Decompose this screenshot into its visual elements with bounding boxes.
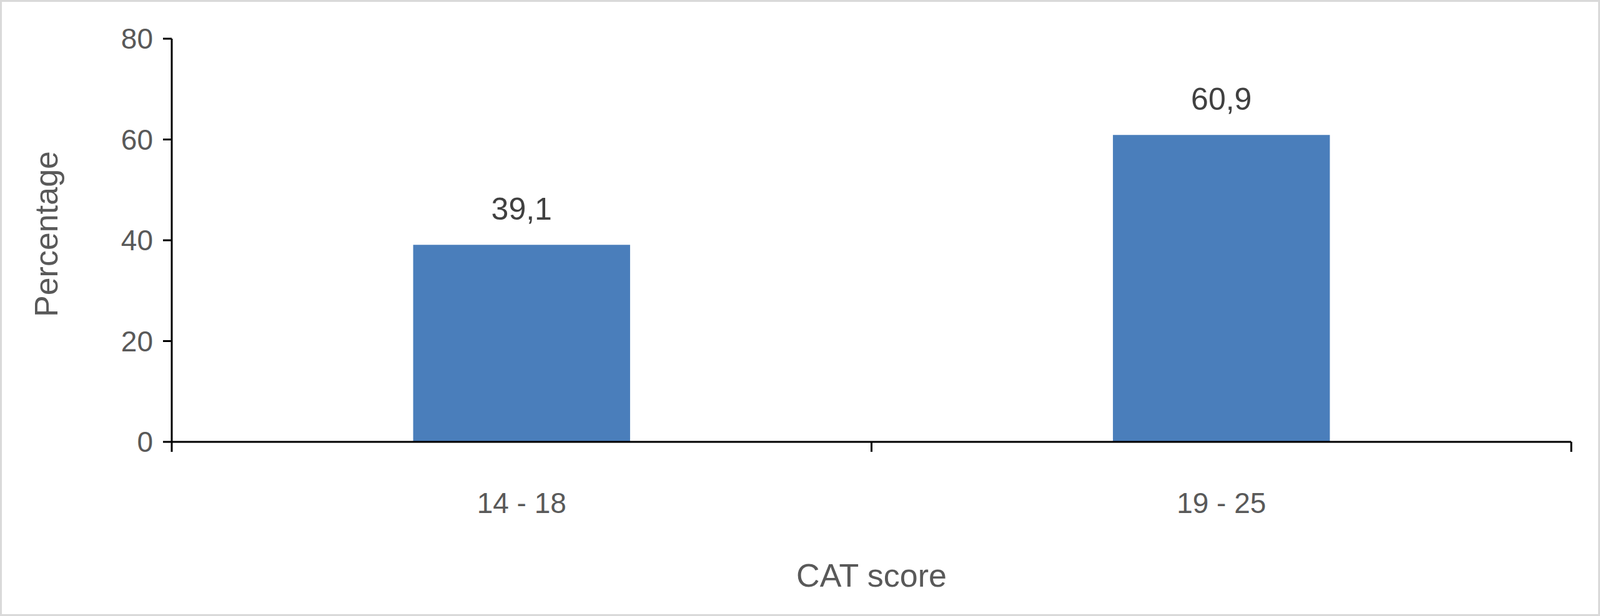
x-tick-label: 14 - 18: [477, 487, 567, 520]
y-axis: [171, 38, 173, 443]
chart-svg: 39,1 60,9 0 20 40 60 80 14 - 18 19 - 25 CAT score…: [0, 0, 1600, 616]
y-tick-label: 20: [121, 325, 154, 358]
bar: [1112, 134, 1330, 443]
bars: [413, 134, 1331, 443]
y-tick-label: 80: [121, 22, 154, 55]
x-tick: [1570, 442, 1573, 453]
bar: [413, 244, 631, 443]
y-tick: [162, 239, 172, 242]
chart-container: 39,1 60,9 0 20 40 60 80 14 - 18 19 - 25 CAT score…: [0, 0, 1600, 616]
x-tick: [171, 442, 173, 453]
data-label: 39,1: [491, 191, 553, 227]
data-label: 60,9: [1190, 81, 1252, 117]
y-tick: [162, 340, 172, 343]
y-tick: [162, 138, 172, 141]
x-tick-label: 19 - 25: [1176, 487, 1266, 520]
y-tick: [162, 441, 172, 444]
y-tick-label: 0: [136, 425, 154, 459]
y-axis-title: Percentage: [28, 151, 65, 318]
x-axis-title: CAT score: [796, 557, 947, 594]
y-tick: [162, 38, 172, 40]
frame: [1, 1, 1600, 616]
x-tick: [870, 442, 873, 453]
y-tick-label: 60: [121, 123, 154, 157]
y-tick-label: 40: [121, 224, 154, 257]
